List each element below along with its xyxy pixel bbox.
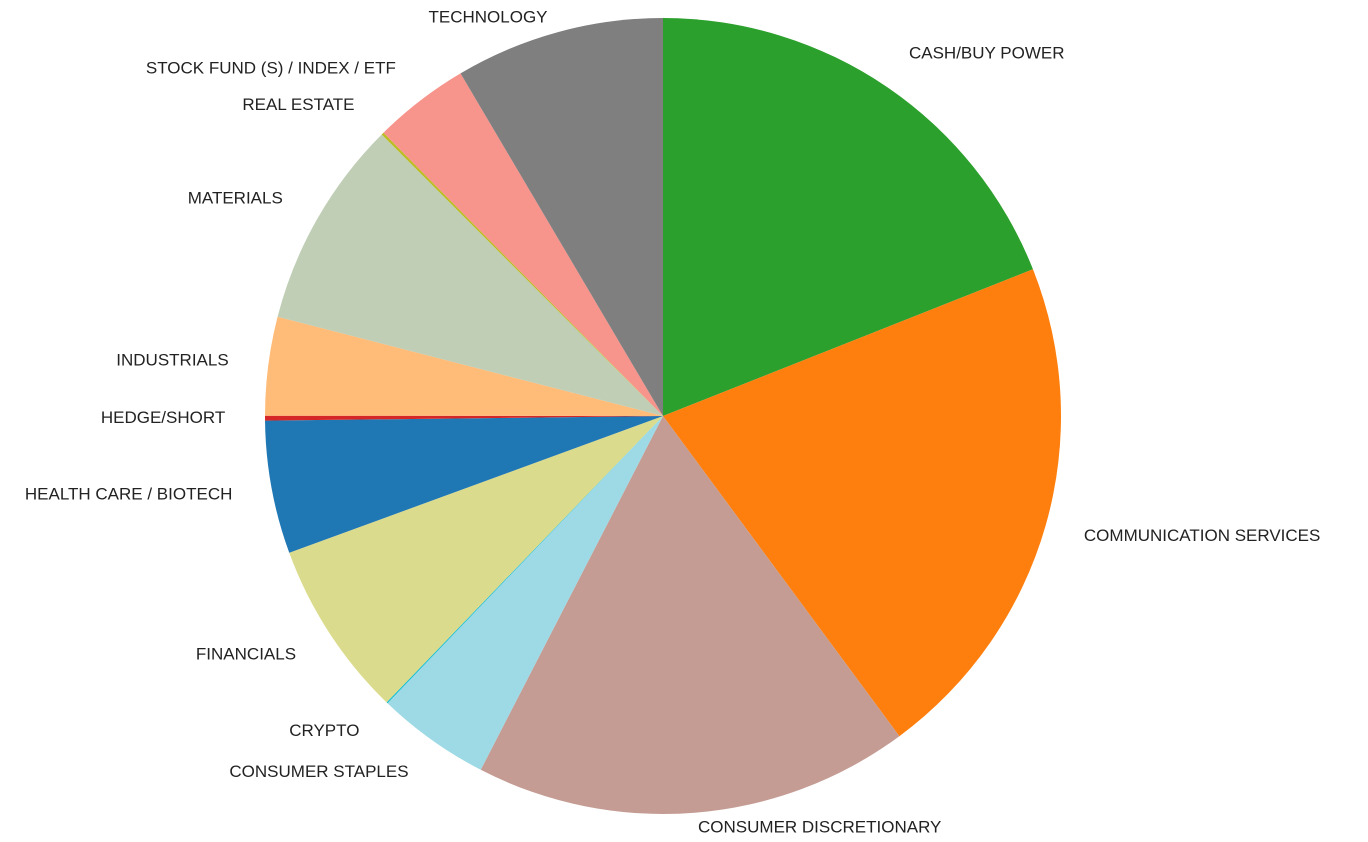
slice-label: CASH/BUY POWER — [909, 43, 1065, 62]
slice-label: FINANCIALS — [196, 644, 296, 663]
pie-slice — [289, 416, 663, 703]
slice-label: INDUSTRIALS — [116, 350, 228, 369]
pie-slice — [460, 18, 663, 416]
slice-label: MATERIALS — [188, 188, 283, 207]
slice-label: COMMUNICATION SERVICES — [1084, 526, 1320, 545]
pie-slice — [265, 416, 663, 553]
pie-slice — [386, 416, 663, 704]
slice-label: TECHNOLOGY — [429, 7, 548, 26]
pie-slice — [383, 73, 663, 417]
pie-slice — [663, 269, 1061, 737]
slice-label: CONSUMER STAPLES — [229, 762, 408, 781]
slice-label: CRYPTO — [289, 721, 359, 740]
slice-label: REAL ESTATE — [242, 95, 354, 114]
slice-label: STOCK FUND (S) / INDEX / ETF — [146, 59, 396, 78]
pie-slice — [265, 316, 663, 416]
pie-slice — [265, 415, 663, 421]
pie-slice — [387, 416, 663, 770]
pie-slice — [663, 18, 1033, 416]
slice-label: HEALTH CARE / BIOTECH — [25, 484, 233, 503]
pie-slice — [381, 132, 663, 416]
slice-label: HEDGE/SHORT — [101, 408, 225, 427]
slice-label: CONSUMER DISCRETIONARY — [698, 817, 941, 836]
pie-slice — [277, 134, 663, 416]
pie-slice — [480, 416, 900, 814]
